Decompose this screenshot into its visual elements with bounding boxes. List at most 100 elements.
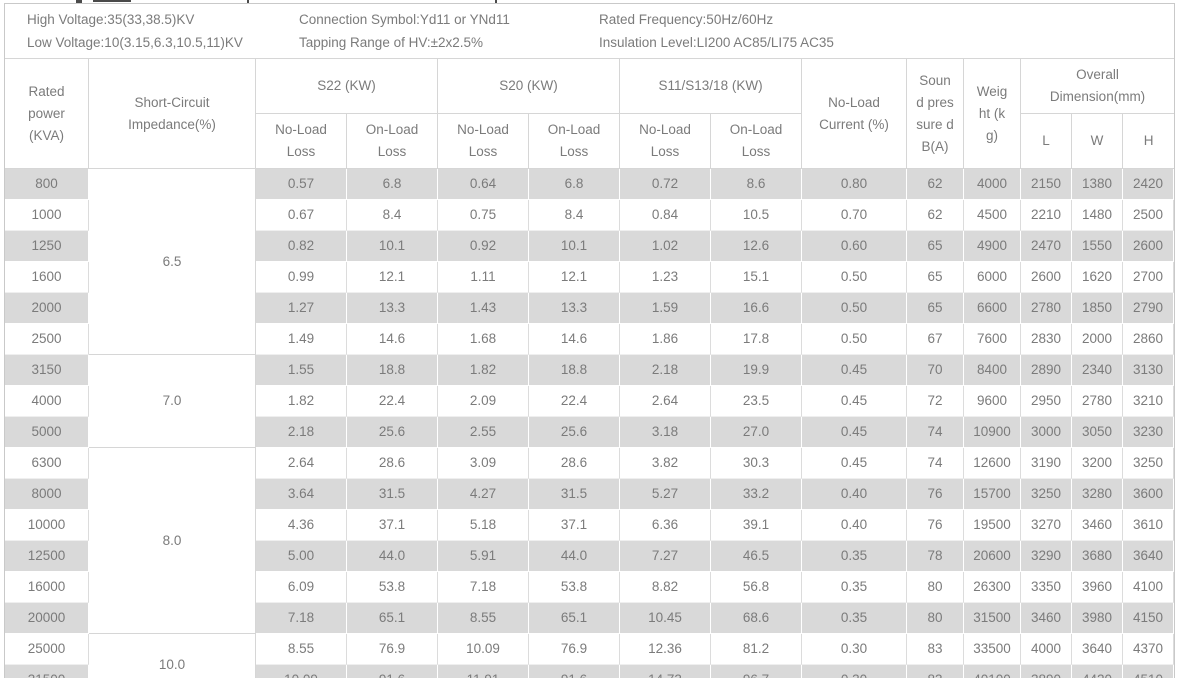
data-cell: 23.5: [711, 386, 803, 417]
table-row: 20000 7.18 65.1 8.55 65.1 10.45 68.6 0.35 80 3150…: [5, 603, 1175, 634]
data-cell: 18.8: [529, 355, 621, 386]
impedance-cell: 10.0: [89, 634, 256, 678]
header-s11-s13-18: S11/S13/18 (KW): [620, 59, 803, 114]
data-cell: 2.18: [620, 355, 712, 386]
data-cell: 1.55: [256, 355, 347, 386]
table-row: 1000 0.67 8.4 0.75 8.4 0.84 10.5 0.70 62 4500 2210…: [5, 200, 1175, 231]
data-cell: 3190: [1021, 448, 1073, 479]
data-cell: 62: [907, 200, 965, 231]
data-cell: 8.6: [711, 169, 803, 200]
data-cell: 4500: [964, 200, 1022, 231]
data-cell: 3640: [1072, 634, 1124, 665]
data-cell: 6600: [964, 293, 1022, 324]
data-cell: 1.49: [256, 324, 347, 355]
data-cell: 4000: [1021, 634, 1073, 665]
data-cell: 3460: [1021, 603, 1073, 634]
data-cell: 16.6: [711, 293, 803, 324]
data-cell: 8.55: [256, 634, 347, 665]
data-cell: 65.1: [529, 603, 621, 634]
data-cell: 44.0: [529, 541, 621, 572]
data-cell: 8.82: [620, 572, 712, 603]
data-cell: 7600: [964, 324, 1022, 355]
data-cell: 12.1: [347, 262, 439, 293]
header-s22-on-load-loss: On-Load Loss: [347, 114, 439, 169]
header-s22-no-load-loss: No-Load Loss: [256, 114, 347, 169]
data-cell: 0.40: [802, 510, 908, 541]
data-cell: 0.84: [620, 200, 712, 231]
data-cell: 40100: [964, 665, 1022, 678]
data-cell: 1.11: [438, 262, 530, 293]
data-cell: 19.9: [711, 355, 803, 386]
data-cell: 3.18: [620, 417, 712, 448]
rated-power-cell: 1250: [5, 231, 89, 262]
header-rated-power: Rated power (KVA): [5, 59, 89, 169]
data-cell: 2950: [1021, 386, 1073, 417]
data-cell: 3460: [1072, 510, 1124, 541]
data-cell: 65: [907, 231, 965, 262]
data-cell: 0.45: [802, 355, 908, 386]
data-cell: 3050: [1072, 417, 1124, 448]
data-cell: 25.6: [347, 417, 439, 448]
tapping-range-text: Tapping Range of HV:±2x2.5%: [299, 35, 484, 50]
connection-info: Connection Symbol:Yd11 or YNd11 Tapping …: [299, 8, 599, 54]
data-cell: 4370: [1123, 634, 1175, 665]
header-s11-no-load-loss: No-Load Loss: [620, 114, 712, 169]
rated-power-cell: 5000: [5, 417, 89, 448]
data-cell: 4100: [1123, 572, 1175, 603]
data-cell: 3250: [1021, 479, 1073, 510]
data-cell: 27.0: [711, 417, 803, 448]
data-cell: 3200: [1072, 448, 1124, 479]
table-row: 25000 10.0 8.55 76.9 10.09 76.9 12.36 81.2 0.30 8…: [5, 634, 1175, 678]
data-cell: 17.8: [711, 324, 803, 355]
table-row: 4000 1.82 22.4 2.09 22.4 2.64 23.5 0.45 72 9600 29…: [5, 386, 1175, 417]
rated-frequency-text: Rated Frequency:50Hz/60Hz: [599, 12, 774, 27]
table-row: 1250 0.82 10.1 0.92 10.1 1.02 12.6 0.60 65 4900 24…: [5, 231, 1175, 262]
impedance-cell: 6.5: [89, 169, 256, 355]
data-cell: 7.18: [256, 603, 347, 634]
data-cell: 53.8: [347, 572, 439, 603]
data-cell: 8.4: [347, 200, 439, 231]
data-cell: 8.4: [529, 200, 621, 231]
rated-power-cell: 8000: [5, 479, 89, 510]
rated-power-cell: 2500: [5, 324, 89, 355]
data-cell: 37.1: [529, 510, 621, 541]
data-cell: 0.45: [802, 417, 908, 448]
data-cell: 12600: [964, 448, 1022, 479]
data-cell: 0.50: [802, 293, 908, 324]
data-cell: 15.1: [711, 262, 803, 293]
data-cell: 22.4: [347, 386, 439, 417]
data-cell: 1850: [1072, 293, 1124, 324]
data-cell: 0.60: [802, 231, 908, 262]
data-cell: 1.59: [620, 293, 712, 324]
header-s11-on-load-loss: On-Load Loss: [711, 114, 803, 169]
data-cell: 80: [907, 572, 965, 603]
data-cell: 7.27: [620, 541, 712, 572]
data-cell: 76.9: [529, 634, 621, 665]
data-cell: 1.82: [438, 355, 530, 386]
data-cell: 65: [907, 262, 965, 293]
data-cell: 26300: [964, 572, 1022, 603]
rated-power-cell: 31500: [5, 665, 89, 678]
data-cell: 3.82: [620, 448, 712, 479]
header-dim-l: L: [1021, 114, 1073, 169]
data-cell: 0.30: [802, 665, 908, 678]
rated-power-cell: 16000: [5, 572, 89, 603]
data-cell: 6.36: [620, 510, 712, 541]
data-cell: 3250: [1123, 448, 1175, 479]
data-cell: 2470: [1021, 231, 1073, 262]
data-cell: 5.18: [438, 510, 530, 541]
header-dim-h: H: [1123, 114, 1175, 169]
data-cell: 12.1: [529, 262, 621, 293]
data-cell: 1.27: [256, 293, 347, 324]
impedance-cell: 7.0: [89, 355, 256, 448]
data-cell: 1.43: [438, 293, 530, 324]
data-cell: 1550: [1072, 231, 1124, 262]
connection-symbol-text: Connection Symbol:Yd11 or YNd11: [299, 12, 510, 27]
data-cell: 56.8: [711, 572, 803, 603]
data-cell: 3270: [1021, 510, 1073, 541]
data-cell: 0.57: [256, 169, 347, 200]
data-cell: 6.09: [256, 572, 347, 603]
data-cell: 4900: [964, 231, 1022, 262]
data-cell: 12.6: [711, 231, 803, 262]
data-cell: 3960: [1072, 572, 1124, 603]
